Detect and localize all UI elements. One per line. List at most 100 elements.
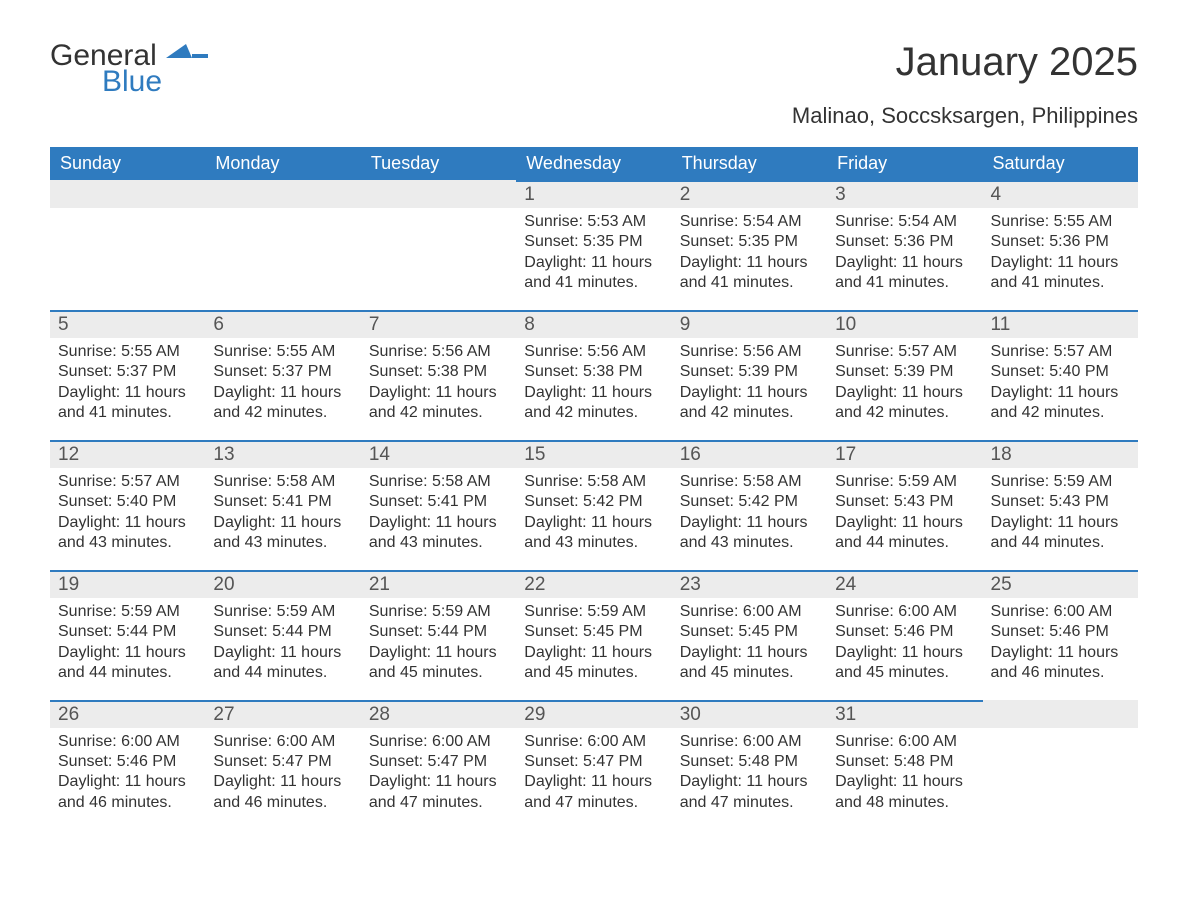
day-number: 8 <box>516 310 671 338</box>
day-number: 16 <box>672 440 827 468</box>
sunset-text: Sunset: 5:40 PM <box>58 492 197 512</box>
day-number: 29 <box>516 700 671 728</box>
calendar-cell: 6Sunrise: 5:55 AMSunset: 5:37 PMDaylight… <box>205 310 360 440</box>
calendar-cell: 26Sunrise: 6:00 AMSunset: 5:46 PMDayligh… <box>50 700 205 830</box>
sunset-text: Sunset: 5:43 PM <box>991 492 1130 512</box>
sunrise-text: Sunrise: 5:55 AM <box>991 212 1130 232</box>
sunset-text: Sunset: 5:35 PM <box>524 232 663 252</box>
daylight-text: Daylight: 11 hours and 45 minutes. <box>680 643 819 684</box>
sunrise-text: Sunrise: 5:58 AM <box>680 472 819 492</box>
sunrise-text: Sunrise: 5:56 AM <box>369 342 508 362</box>
day-number: 15 <box>516 440 671 468</box>
day-details: Sunrise: 5:55 AMSunset: 5:37 PMDaylight:… <box>58 342 197 424</box>
daylight-text: Daylight: 11 hours and 46 minutes. <box>213 772 352 813</box>
sunrise-text: Sunrise: 5:55 AM <box>213 342 352 362</box>
day-details: Sunrise: 5:58 AMSunset: 5:41 PMDaylight:… <box>213 472 352 554</box>
day-number: 30 <box>672 700 827 728</box>
daylight-text: Daylight: 11 hours and 47 minutes. <box>369 772 508 813</box>
calendar-cell: 8Sunrise: 5:56 AMSunset: 5:38 PMDaylight… <box>516 310 671 440</box>
sunset-text: Sunset: 5:41 PM <box>369 492 508 512</box>
day-details: Sunrise: 6:00 AMSunset: 5:46 PMDaylight:… <box>835 602 974 684</box>
day-number <box>983 700 1138 728</box>
sunrise-text: Sunrise: 5:55 AM <box>58 342 197 362</box>
day-number: 12 <box>50 440 205 468</box>
calendar-cell: 27 Sunrise: 6:00 AMSunset: 5:47 PMDayligh… <box>205 700 360 830</box>
sunrise-text: Sunrise: 6:00 AM <box>835 602 974 622</box>
col-thursday: Thursday <box>672 147 827 180</box>
sunrise-text: Sunrise: 5:58 AM <box>369 472 508 492</box>
day-number: 1 <box>516 180 671 208</box>
daylight-text: Daylight: 11 hours and 41 minutes. <box>58 383 197 424</box>
daylight-text: Daylight: 11 hours and 42 minutes. <box>991 383 1130 424</box>
sunrise-text: Sunrise: 6:00 AM <box>680 602 819 622</box>
daylight-text: Daylight: 11 hours and 41 minutes. <box>524 253 663 294</box>
calendar-cell: 7Sunrise: 5:56 AMSunset: 5:38 PMDaylight… <box>361 310 516 440</box>
calendar-cell: 10Sunrise: 5:57 AMSunset: 5:39 PMDayligh… <box>827 310 982 440</box>
sunset-text: Sunset: 5:48 PM <box>680 752 819 772</box>
calendar-cell <box>983 700 1138 830</box>
sunset-text: Sunset: 5:44 PM <box>213 622 352 642</box>
sunrise-text: Sunrise: 5:59 AM <box>369 602 508 622</box>
calendar-cell: 22Sunrise: 5:59 AMSunset: 5:45 PMDayligh… <box>516 570 671 700</box>
sunrise-text: Sunrise: 6:00 AM <box>369 732 508 752</box>
day-number: 18 <box>983 440 1138 468</box>
sunset-text: Sunset: 5:47 PM <box>213 752 352 772</box>
day-number: 6 <box>205 310 360 338</box>
sunset-text: Sunset: 5:35 PM <box>680 232 819 252</box>
calendar-header: Sunday Monday Tuesday Wednesday Thursday… <box>50 147 1138 180</box>
calendar-table: Sunday Monday Tuesday Wednesday Thursday… <box>50 147 1138 829</box>
header: General Blue January 2025 <box>50 40 1138 97</box>
sunrise-text: Sunrise: 5:57 AM <box>991 342 1130 362</box>
sunset-text: Sunset: 5:36 PM <box>835 232 974 252</box>
daylight-text: Daylight: 11 hours and 41 minutes. <box>835 253 974 294</box>
daylight-text: Daylight: 11 hours and 45 minutes. <box>369 643 508 684</box>
sunrise-text: Sunrise: 6:00 AM <box>680 732 819 752</box>
day-number: 17 <box>827 440 982 468</box>
daylight-text: Daylight: 11 hours and 47 minutes. <box>524 772 663 813</box>
calendar-cell: 11Sunrise: 5:57 AMSunset: 5:40 PMDayligh… <box>983 310 1138 440</box>
daylight-text: Daylight: 11 hours and 42 minutes. <box>680 383 819 424</box>
daylight-text: Daylight: 11 hours and 46 minutes. <box>58 772 197 813</box>
sunset-text: Sunset: 5:47 PM <box>369 752 508 772</box>
daylight-text: Daylight: 11 hours and 43 minutes. <box>524 513 663 554</box>
sunrise-text: Sunrise: 6:00 AM <box>213 732 352 752</box>
calendar-cell <box>50 180 205 310</box>
calendar-cell: 18Sunrise: 5:59 AMSunset: 5:43 PMDayligh… <box>983 440 1138 570</box>
calendar-cell: 14Sunrise: 5:58 AMSunset: 5:41 PMDayligh… <box>361 440 516 570</box>
day-number: 14 <box>361 440 516 468</box>
sunset-text: Sunset: 5:46 PM <box>835 622 974 642</box>
day-number: 21 <box>361 570 516 598</box>
calendar-cell: 24 Sunrise: 6:00 AMSunset: 5:46 PMDayligh… <box>827 570 982 700</box>
sunset-text: Sunset: 5:42 PM <box>524 492 663 512</box>
day-details: Sunrise: 6:00 AMSunset: 5:47 PMDaylight:… <box>524 732 663 814</box>
sunset-text: Sunset: 5:46 PM <box>991 622 1130 642</box>
day-number: 26 <box>50 700 205 728</box>
sunset-text: Sunset: 5:46 PM <box>58 752 197 772</box>
sunset-text: Sunset: 5:36 PM <box>991 232 1130 252</box>
day-details: Sunrise: 5:59 AMSunset: 5:43 PMDaylight:… <box>835 472 974 554</box>
daylight-text: Daylight: 11 hours and 42 minutes. <box>524 383 663 424</box>
sunrise-text: Sunrise: 5:56 AM <box>680 342 819 362</box>
logo-line2: Blue <box>102 66 162 98</box>
day-number: 24 <box>827 570 982 598</box>
calendar-cell: 16Sunrise: 5:58 AMSunset: 5:42 PMDayligh… <box>672 440 827 570</box>
location-subtitle: Malinao, Soccsksargen, Philippines <box>50 103 1138 129</box>
daylight-text: Daylight: 11 hours and 42 minutes. <box>369 383 508 424</box>
daylight-text: Daylight: 11 hours and 44 minutes. <box>213 643 352 684</box>
day-number <box>50 180 205 208</box>
calendar-cell: 17 Sunrise: 5:59 AMSunset: 5:43 PMDayligh… <box>827 440 982 570</box>
day-details: Sunrise: 5:56 AMSunset: 5:38 PMDaylight:… <box>369 342 508 424</box>
calendar-cell: 1Sunrise: 5:53 AMSunset: 5:35 PMDaylight… <box>516 180 671 310</box>
calendar-cell: 29 Sunrise: 6:00 AMSunset: 5:47 PMDayligh… <box>516 700 671 830</box>
sunset-text: Sunset: 5:45 PM <box>524 622 663 642</box>
col-tuesday: Tuesday <box>361 147 516 180</box>
daylight-text: Daylight: 11 hours and 47 minutes. <box>680 772 819 813</box>
day-number: 27 <box>205 700 360 728</box>
day-details: Sunrise: 6:00 AMSunset: 5:46 PMDaylight:… <box>991 602 1130 684</box>
day-number: 23 <box>672 570 827 598</box>
sunrise-text: Sunrise: 5:57 AM <box>835 342 974 362</box>
sunset-text: Sunset: 5:39 PM <box>680 362 819 382</box>
sunset-text: Sunset: 5:37 PM <box>58 362 197 382</box>
daylight-text: Daylight: 11 hours and 43 minutes. <box>213 513 352 554</box>
day-details: Sunrise: 6:00 AMSunset: 5:47 PMDaylight:… <box>213 732 352 814</box>
